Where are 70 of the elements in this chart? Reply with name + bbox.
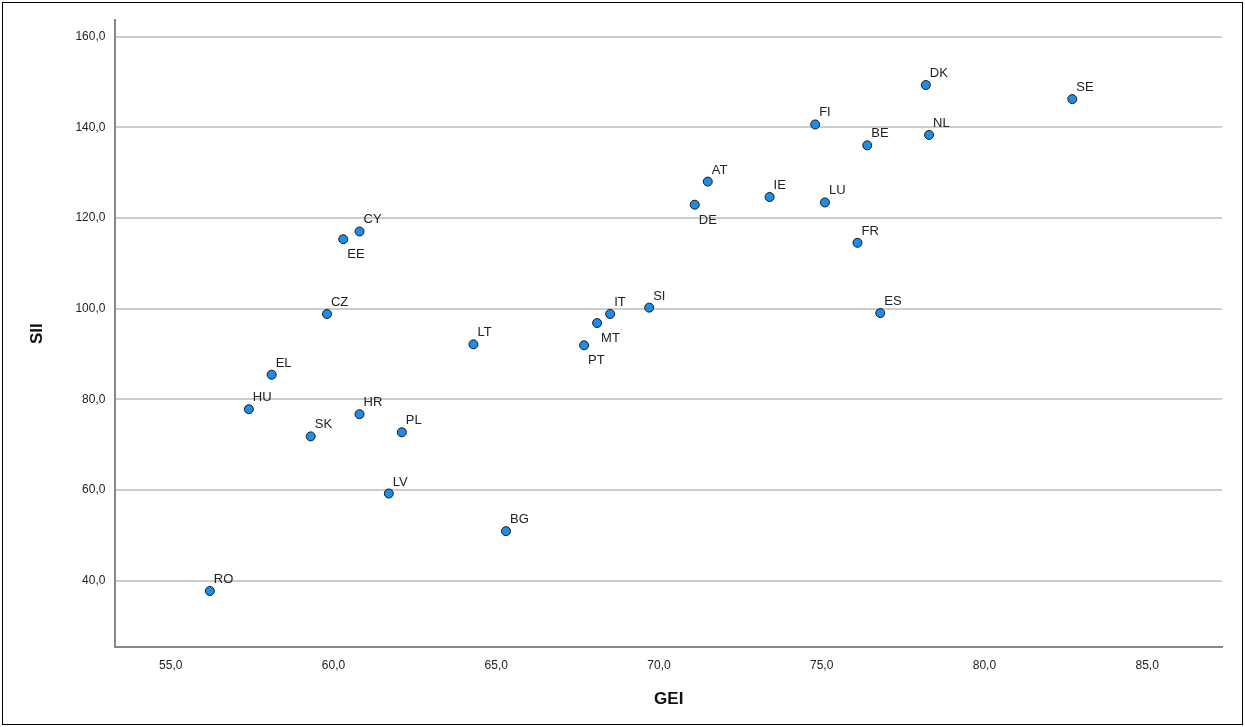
point: [605, 308, 616, 319]
point: [819, 197, 830, 208]
annotation: EL: [275, 354, 292, 370]
x-tick-label: 55,0: [159, 657, 183, 672]
annotation: DE: [698, 211, 718, 227]
annotation: CY: [363, 211, 382, 227]
point: [924, 129, 935, 140]
annotation: AT: [711, 161, 728, 177]
point: [354, 226, 365, 237]
x-axis-title: GEI: [654, 689, 684, 709]
point: [354, 409, 365, 420]
annotation: FR: [861, 222, 879, 238]
point: [852, 237, 863, 248]
point: [266, 369, 277, 380]
y-tick-label: 80,0: [82, 391, 106, 406]
x-tick-label: 60,0: [321, 657, 346, 672]
annotation: PT: [588, 352, 605, 368]
point: [305, 431, 316, 442]
annotation: HU: [252, 389, 272, 405]
annotation: DK: [929, 65, 949, 81]
annotation: SK: [314, 416, 333, 432]
x-tick-label: 75,0: [810, 657, 834, 672]
annotation: MT: [601, 330, 620, 346]
point: [204, 585, 215, 596]
point: [579, 340, 590, 351]
y-tick-label: 140,0: [75, 119, 106, 134]
annotation: RO: [213, 570, 234, 586]
annotation: BE: [871, 125, 889, 141]
x-tick-label: 70,0: [647, 657, 671, 672]
y-tick-label: 100,0: [75, 300, 106, 315]
y-axis-title: SII: [26, 323, 46, 345]
annotation: PL: [405, 412, 422, 428]
point: [396, 427, 407, 438]
point: [383, 488, 394, 499]
x-tick-label: 85,0: [1135, 657, 1160, 672]
point: [592, 318, 603, 329]
annotation: ES: [884, 293, 902, 309]
point: [321, 308, 332, 319]
point: [920, 80, 931, 91]
point: [810, 119, 821, 130]
point: [689, 199, 700, 210]
point: [243, 404, 254, 415]
annotation: LU: [828, 182, 846, 198]
annotation: NL: [933, 114, 950, 130]
y-tick-label: 120,0: [75, 210, 106, 225]
annotation: IE: [773, 177, 787, 193]
point: [875, 308, 886, 319]
annotation: CZ: [330, 293, 349, 309]
annotation: LV: [392, 473, 409, 489]
y-tick-label: 40,0: [82, 572, 106, 587]
annotation: FI: [819, 104, 831, 120]
y-tick-label: 160,0: [75, 28, 106, 43]
x-tick-label: 80,0: [972, 657, 997, 672]
annotation: IT: [614, 293, 626, 309]
annotation: SI: [653, 287, 666, 303]
annotation: EE: [347, 246, 365, 262]
point: [764, 192, 775, 203]
annotation: HR: [363, 394, 383, 410]
point: [500, 526, 511, 537]
point: [702, 176, 713, 187]
point: [338, 234, 349, 245]
y-tick-label: 60,0: [82, 482, 106, 497]
annotation: BG: [509, 511, 529, 527]
point: [468, 339, 479, 350]
point: [1067, 94, 1078, 105]
x-tick-label: 65,0: [484, 657, 509, 672]
annotation: LT: [477, 324, 492, 340]
point: [644, 302, 655, 313]
point: [862, 140, 873, 151]
annotation: SE: [1076, 79, 1094, 95]
